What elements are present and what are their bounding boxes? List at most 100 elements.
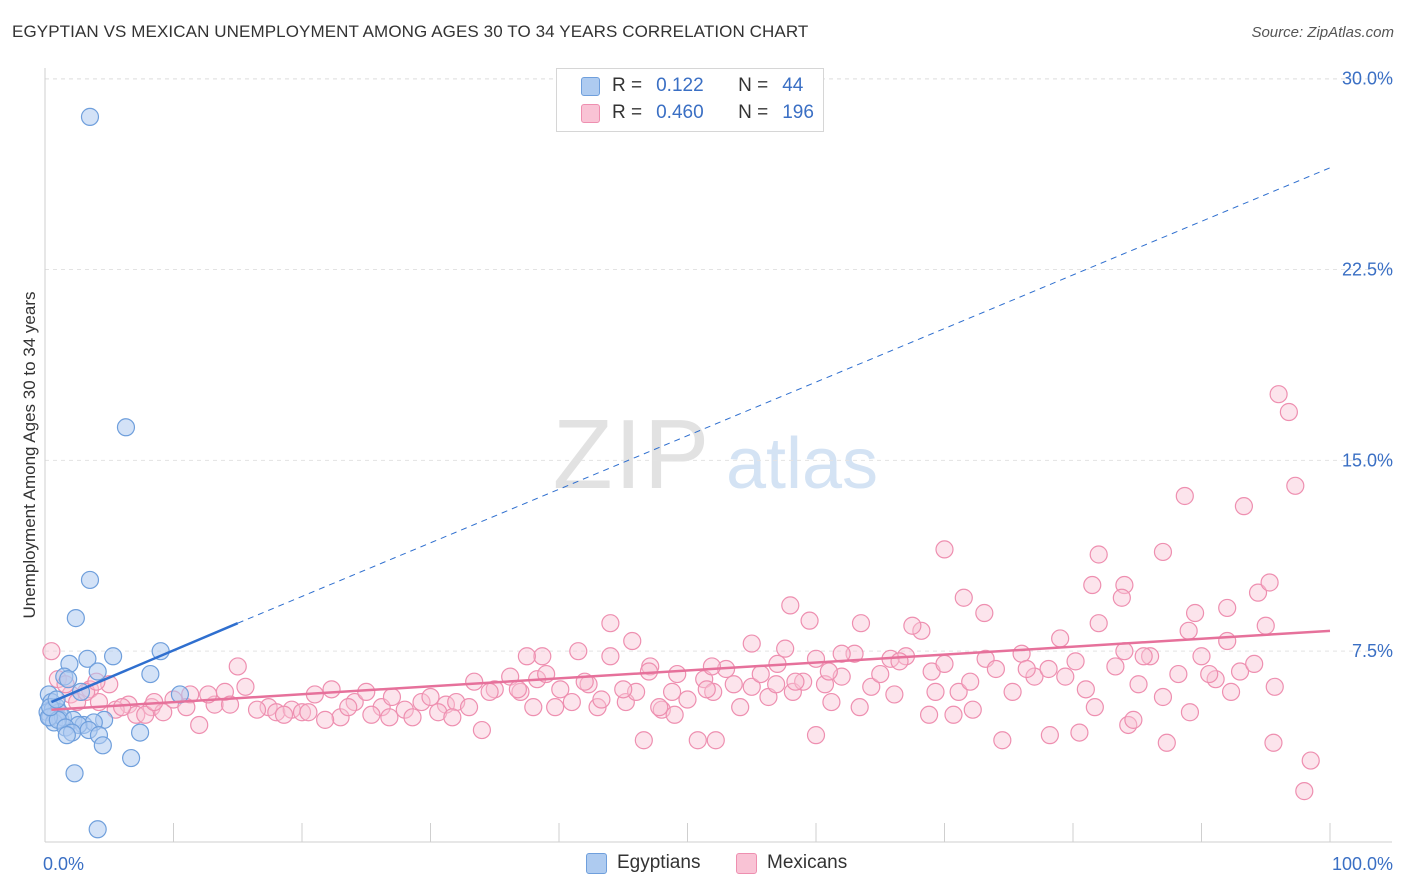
mexicans-point [935, 540, 954, 559]
egyptians-point [80, 107, 100, 126]
mexicans-point [1056, 667, 1075, 686]
legend-n-value: 196 [782, 102, 814, 123]
mexicans-point [781, 596, 800, 615]
mexicans-point [993, 731, 1012, 750]
mexicans-point [724, 675, 743, 694]
mexicans-point [1153, 542, 1173, 562]
mexicans-point [822, 692, 841, 712]
mexicans-point [688, 731, 707, 750]
mexicans-point [601, 647, 620, 666]
mexicans-point [592, 690, 611, 709]
egyptians-point [93, 736, 112, 755]
bottom-legend-egyptians-label: Egyptians [617, 852, 701, 873]
mexicans-point [1175, 486, 1194, 506]
legend-row-egyptians: R = 0.122 N = 44 [581, 74, 803, 98]
legend-n-label: N = [738, 75, 769, 96]
mexicans-point [751, 664, 770, 684]
y-tick-label: 30.0% [1342, 69, 1393, 89]
mexicans-point [935, 654, 954, 674]
mexicans-point [851, 614, 871, 633]
mexicans-point [190, 715, 209, 735]
mexicans-trend-line [51, 629, 1331, 711]
mexicans-point [850, 698, 869, 717]
mexicans-point [228, 657, 247, 676]
mexicans-point [786, 672, 805, 691]
mexicans-point [1040, 726, 1059, 745]
mexicans-point [382, 687, 402, 707]
mexicans-point [1234, 497, 1254, 516]
mexicans-point [1245, 654, 1264, 674]
mexicans-point [919, 705, 939, 724]
chart-title: EGYPTIAN VS MEXICAN UNEMPLOYMENT AMONG A… [12, 22, 809, 41]
mexicans-point [1180, 703, 1200, 722]
mexicans-point [480, 682, 499, 701]
y-tick-label: 22.5% [1342, 260, 1393, 280]
mexicans-point [1230, 662, 1250, 681]
mexicans-point [1017, 659, 1036, 679]
mexicans-point [1260, 573, 1279, 592]
mexicans-point [702, 657, 722, 676]
mexicans-point [395, 700, 414, 719]
bottom-legend-mexicans-label: Mexicans [767, 852, 848, 873]
mexicans-point [1115, 642, 1134, 661]
mexicans-point [443, 708, 462, 727]
mexicans-point [1218, 598, 1237, 618]
egyptians-swatch [581, 76, 600, 96]
mexicans-point [1025, 667, 1044, 686]
bottom-legend-egyptians[interactable]: Egyptians [586, 852, 700, 874]
egyptians-swatch [586, 852, 607, 874]
mexicans-point [1076, 680, 1095, 699]
mexicans-point [362, 705, 381, 724]
watermark: ZIP atlas [553, 399, 878, 509]
egyptians-points [38, 107, 190, 839]
mexicans-point [274, 705, 294, 724]
mexicans-point [1265, 677, 1284, 696]
mexicans-point [508, 680, 527, 699]
mexicans-point [299, 703, 318, 722]
mexicans-point [1295, 782, 1314, 801]
grid-layer [45, 78, 1392, 652]
mexicans-point [546, 698, 565, 717]
mexicans-point [1039, 659, 1058, 679]
mexicans-point [634, 731, 653, 750]
mexicans-point [1012, 644, 1031, 663]
legend-r-value: 0.460 [656, 102, 704, 123]
egyptians-point [57, 726, 76, 745]
mexicans-point [1153, 687, 1173, 707]
x-tick-label: 100.0% [1332, 854, 1393, 874]
mexicans-point [1089, 545, 1108, 564]
mexicans-point [890, 652, 909, 671]
mexicans-point [975, 603, 994, 623]
mexicans-point [316, 710, 335, 729]
bottom-legend-mexicans[interactable]: Mexicans [736, 852, 847, 874]
mexicans-point [1248, 583, 1268, 602]
mexicans-point [623, 631, 642, 651]
egyptians-trend-line [50, 622, 239, 704]
mexicans-point [731, 698, 750, 717]
mexicans-point [1169, 664, 1188, 684]
egyptians-point [104, 647, 123, 666]
mexicans-point [1066, 652, 1085, 671]
mexicans-point [961, 672, 980, 691]
y-tick-label: 15.0% [1342, 450, 1393, 470]
x-tick-label: 0.0% [43, 854, 84, 874]
mexicans-point [806, 726, 826, 745]
mexicans-point [903, 616, 922, 635]
egyptians-point [65, 764, 84, 783]
trend-lines [50, 167, 1331, 711]
mexicans-point [517, 647, 536, 666]
mexicans-point [1192, 647, 1211, 666]
mexicans-point [662, 682, 682, 701]
mexicans-point [954, 588, 973, 607]
mexicans-point [819, 662, 838, 681]
egyptians-point [59, 670, 78, 689]
watermark-zip: ZIP [553, 399, 711, 509]
legend-r-value: 0.122 [656, 75, 704, 96]
mexicans-point [845, 644, 864, 663]
mexicans-point [220, 695, 240, 714]
mexicans-point [1140, 647, 1160, 666]
mexicans-point [800, 611, 819, 630]
tick-labels: 7.5% 15.0% 22.5% 30.0% 0.0% 100.0% [43, 69, 1393, 874]
mexicans-point [1134, 647, 1153, 666]
